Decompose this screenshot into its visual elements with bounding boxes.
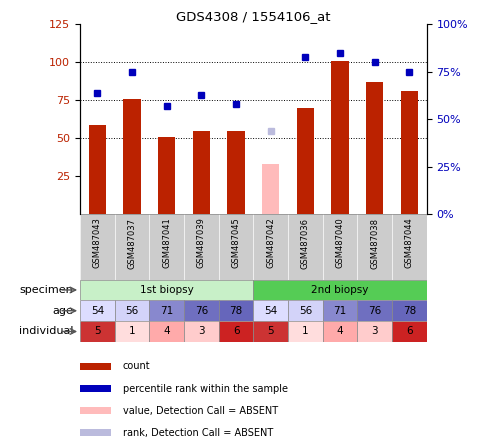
- Bar: [80, 300, 114, 321]
- Bar: [296, 108, 314, 214]
- Bar: [322, 321, 357, 342]
- Bar: [80, 429, 111, 436]
- Text: rank, Detection Call = ABSENT: rank, Detection Call = ABSENT: [122, 428, 272, 438]
- Text: 1: 1: [302, 326, 308, 337]
- Bar: [80, 363, 111, 370]
- Text: 78: 78: [402, 306, 415, 316]
- Text: GSM487037: GSM487037: [127, 218, 136, 269]
- Bar: [253, 300, 287, 321]
- Text: GSM487039: GSM487039: [197, 218, 206, 269]
- Bar: [391, 321, 426, 342]
- Bar: [253, 321, 287, 342]
- Text: 2nd biopsy: 2nd biopsy: [311, 285, 368, 295]
- Text: GSM487036: GSM487036: [300, 218, 309, 269]
- Text: 3: 3: [197, 326, 204, 337]
- Text: 76: 76: [367, 306, 380, 316]
- Bar: [123, 99, 140, 214]
- Bar: [287, 321, 322, 342]
- Text: 6: 6: [405, 326, 412, 337]
- Bar: [80, 321, 114, 342]
- Bar: [287, 300, 322, 321]
- Bar: [80, 407, 111, 414]
- Bar: [184, 300, 218, 321]
- Text: age: age: [52, 306, 73, 316]
- Text: 4: 4: [163, 326, 170, 337]
- Bar: [218, 321, 253, 342]
- Text: specimen: specimen: [19, 285, 73, 295]
- Bar: [357, 321, 391, 342]
- Bar: [365, 82, 383, 214]
- Bar: [149, 321, 184, 342]
- Bar: [115, 300, 149, 321]
- Text: 4: 4: [336, 326, 343, 337]
- Bar: [89, 125, 106, 214]
- Bar: [192, 131, 210, 214]
- Text: GSM487044: GSM487044: [404, 218, 413, 268]
- Text: 5: 5: [267, 326, 273, 337]
- Text: 1: 1: [128, 326, 135, 337]
- Bar: [149, 300, 184, 321]
- Bar: [331, 61, 348, 214]
- Bar: [322, 300, 357, 321]
- Text: 78: 78: [229, 306, 242, 316]
- Text: 5: 5: [94, 326, 101, 337]
- Text: GSM487040: GSM487040: [335, 218, 344, 268]
- Text: 71: 71: [333, 306, 346, 316]
- Text: 3: 3: [371, 326, 378, 337]
- Title: GDS4308 / 1554106_at: GDS4308 / 1554106_at: [176, 10, 330, 23]
- Text: GSM487043: GSM487043: [92, 218, 102, 269]
- Bar: [184, 321, 218, 342]
- Text: 76: 76: [195, 306, 208, 316]
- Text: GSM487045: GSM487045: [231, 218, 240, 268]
- Text: 6: 6: [232, 326, 239, 337]
- Text: percentile rank within the sample: percentile rank within the sample: [122, 384, 287, 393]
- Bar: [80, 385, 111, 392]
- Text: count: count: [122, 361, 150, 371]
- Text: GSM487038: GSM487038: [369, 218, 378, 269]
- Bar: [391, 300, 426, 321]
- Bar: [400, 91, 417, 214]
- Text: 54: 54: [91, 306, 104, 316]
- Text: 1st biopsy: 1st biopsy: [139, 285, 193, 295]
- Text: 71: 71: [160, 306, 173, 316]
- Text: GSM487041: GSM487041: [162, 218, 171, 268]
- Text: individual: individual: [18, 326, 73, 337]
- Bar: [80, 280, 253, 300]
- Bar: [227, 131, 244, 214]
- Bar: [218, 300, 253, 321]
- Text: 54: 54: [264, 306, 277, 316]
- Text: 56: 56: [298, 306, 311, 316]
- Bar: [115, 321, 149, 342]
- Bar: [158, 137, 175, 214]
- Bar: [357, 300, 391, 321]
- Text: value, Detection Call = ABSENT: value, Detection Call = ABSENT: [122, 406, 277, 416]
- Bar: [261, 164, 279, 214]
- Bar: [253, 280, 426, 300]
- Text: 56: 56: [125, 306, 138, 316]
- Text: GSM487042: GSM487042: [266, 218, 275, 268]
